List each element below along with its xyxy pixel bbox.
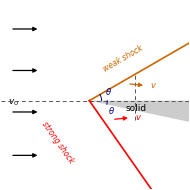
Text: $v$: $v$	[150, 81, 157, 90]
Text: solid: solid	[126, 104, 147, 113]
Text: $v_0$: $v_0$	[8, 97, 19, 108]
Text: $v$: $v$	[135, 113, 142, 122]
Text: $\theta$: $\theta$	[105, 86, 112, 97]
Text: $\theta$: $\theta$	[108, 105, 116, 116]
Text: weak shock: weak shock	[102, 44, 145, 74]
Text: strong shock: strong shock	[40, 120, 75, 165]
Polygon shape	[89, 101, 190, 123]
